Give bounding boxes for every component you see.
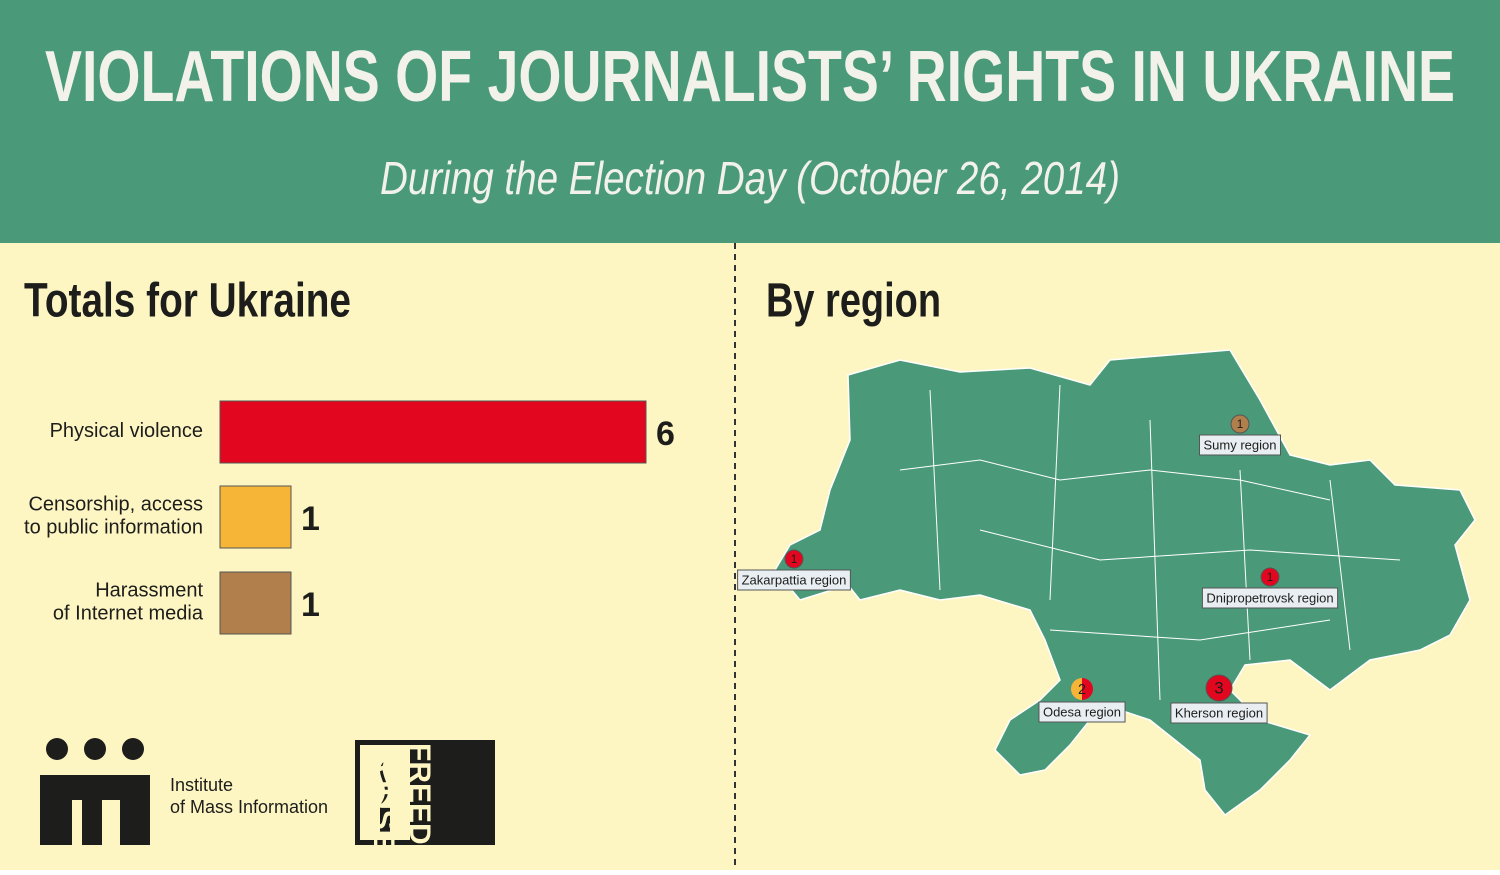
- region-label: Odesa region: [1043, 704, 1121, 719]
- bar-chart: 6 Physical violence 1 Censorship, access to …: [24, 400, 675, 635]
- region-label-box: [1170, 702, 1268, 724]
- value-label: 6: [656, 415, 675, 453]
- region-marker: 1 Zakarpattia region: [737, 549, 851, 591]
- map-title: By region: [766, 275, 941, 328]
- marker-segment: [1071, 678, 1082, 700]
- region-label-box: [737, 569, 851, 591]
- marker-count: 1: [791, 553, 798, 566]
- region-marker: 2 Odesa region: [1038, 678, 1126, 723]
- region-label: Kherson region: [1175, 705, 1263, 720]
- marker-circle: [1230, 414, 1250, 434]
- region-label-box: [1199, 434, 1281, 456]
- region-marker: 3 Kherson region: [1170, 674, 1268, 724]
- region-marker: 1 Sumy region: [1199, 414, 1281, 456]
- bar: [219, 400, 647, 464]
- marker-count: 3: [1214, 678, 1223, 697]
- map-markers: 1 Sumy region 1 Zakarpattia region 1 Dniprope…: [737, 414, 1339, 724]
- marker-segment: [1082, 678, 1093, 700]
- freedom-house-name: FREEDOMHOUSE: [367, 743, 436, 870]
- marker-count: 2: [1078, 682, 1086, 698]
- imi-name: Institute of Mass Information: [170, 775, 328, 817]
- imi-logo: Institute of Mass Information: [40, 738, 328, 845]
- category-label: Harassment of Internet media: [53, 580, 204, 625]
- marker-circle: [1205, 674, 1233, 702]
- bar: [219, 485, 292, 549]
- region-label: Sumy region: [1204, 437, 1277, 452]
- ukraine-outline: [774, 349, 1476, 817]
- region-borders: [899, 384, 1401, 701]
- header-band: [0, 0, 1500, 243]
- region-marker: 1 Dnipropetrovsk region: [1201, 567, 1339, 609]
- category-label: Censorship, access to public information: [24, 494, 203, 539]
- marker-circle: [1260, 567, 1280, 587]
- title: VIOLATIONS OF JOURNALISTS’ RIGHTS IN UKR…: [45, 37, 1455, 117]
- chart-title: Totals for Ukraine: [24, 275, 351, 328]
- region-label-box: [1038, 701, 1126, 723]
- map: [774, 349, 1476, 817]
- marker-count: 1: [1237, 418, 1244, 431]
- marker-circle: [784, 549, 804, 569]
- value-label: 1: [301, 586, 320, 624]
- subtitle: During the Election Day (October 26, 201…: [380, 152, 1120, 204]
- region-label-box: [1201, 587, 1339, 609]
- value-label: 1: [301, 500, 320, 538]
- region-label: Zakarpattia region: [742, 572, 847, 587]
- freedom-house-logo: FREEDOMHOUSE: [355, 740, 495, 875]
- marker-count: 1: [1267, 571, 1274, 584]
- category-label: Physical violence: [50, 420, 203, 442]
- bar: [219, 571, 292, 635]
- region-label: Dnipropetrovsk region: [1206, 590, 1333, 605]
